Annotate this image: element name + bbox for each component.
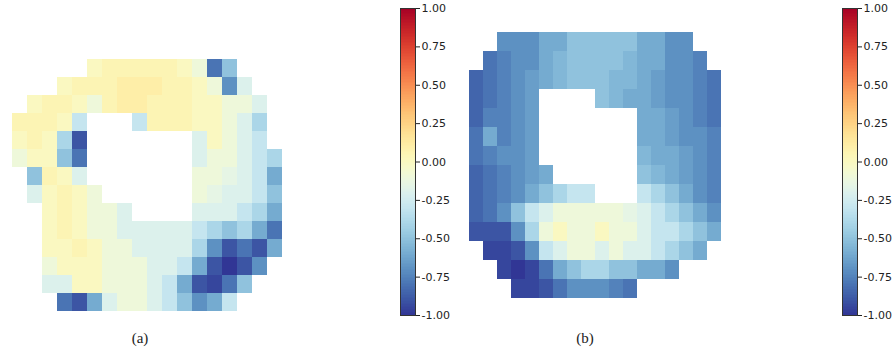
svg-text:1.00: 1.00 [864,2,889,15]
html-text:(b): (b) [576,330,594,346]
svg-text:-0.50: -0.50 [864,232,892,245]
svg-text:0.75: 0.75 [422,40,447,53]
svg-text:0.00: 0.00 [422,156,447,169]
svg-text:-1.00: -1.00 [422,309,450,322]
svg-text:-0.75: -0.75 [422,271,450,284]
svg-text:0.75: 0.75 [864,40,889,53]
html-text:(a): (a) [131,330,149,346]
svg-text:0.25: 0.25 [864,117,889,130]
svg-text:1.00: 1.00 [422,2,447,15]
svg-text:-0.75: -0.75 [864,271,892,284]
svg-text:0.50: 0.50 [864,79,889,92]
svg-text:0.25: 0.25 [422,117,447,130]
svg-text:-1.00: -1.00 [864,309,892,322]
svg-text:0.00: 0.00 [864,156,889,169]
svg-text:-0.50: -0.50 [422,232,450,245]
svg-text:-0.25: -0.25 [422,194,450,207]
svg-text:-0.25: -0.25 [864,194,892,207]
svg-text:0.50: 0.50 [422,79,447,92]
